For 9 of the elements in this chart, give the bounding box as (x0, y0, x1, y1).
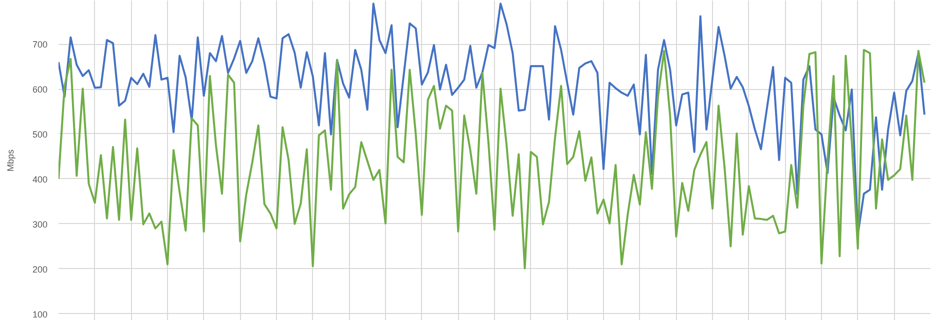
y-tick-label: 400 (32, 174, 48, 184)
y-tick-label: 600 (32, 84, 48, 95)
y-tick-label: 100 (32, 309, 48, 320)
y-tick-label: 300 (32, 219, 48, 230)
y-tick-label: 700 (32, 40, 48, 50)
y-tick-label: 200 (32, 264, 48, 274)
y-axis-title: Mbps (5, 148, 16, 172)
y-tick-label: 500 (32, 129, 48, 140)
line-series (58, 48, 926, 270)
